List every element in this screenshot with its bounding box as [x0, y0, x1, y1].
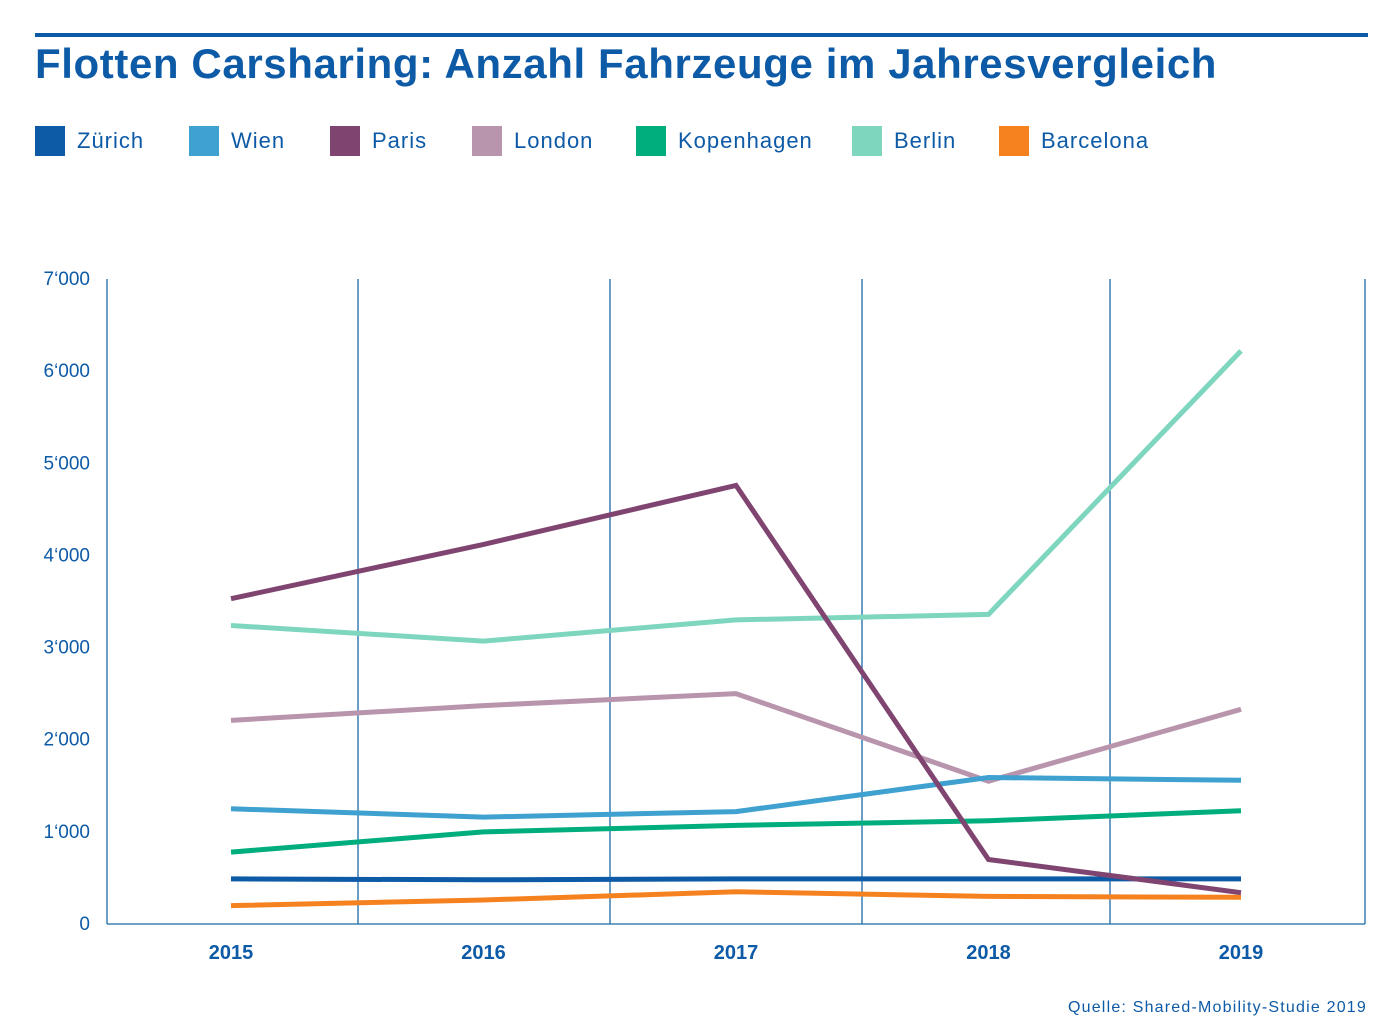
x-tick-label-2017: 2017 [714, 942, 759, 964]
source-note: Quelle: Shared-Mobility-Studie 2019 [1067, 999, 1367, 1016]
y-axis-tick-labels: 0 1‘000 2‘000 3‘000 4‘000 5‘000 6‘000 7‘000 [44, 269, 91, 935]
series-line-london [230, 691, 1242, 784]
y-tick-label-3000: 3‘000 [44, 638, 91, 659]
title-rule [35, 33, 1368, 37]
y-tick-label-6000: 6‘000 [44, 361, 91, 382]
x-tick-label-2015: 2015 [209, 942, 254, 964]
legend-label-kopenhagen: Kopenhagen [678, 128, 813, 153]
legend-swatch-wien [189, 126, 219, 156]
legend-label-zurich: Zürich [77, 128, 145, 153]
series-line-wien [230, 774, 1242, 820]
legend-label-wien: Wien [231, 128, 286, 153]
y-tick-label-1000: 1‘000 [44, 822, 91, 843]
legend-label-berlin: Berlin [894, 128, 957, 153]
y-tick-label-5000: 5‘000 [44, 453, 91, 474]
legend-label-barcelona: Barcelona [1041, 128, 1150, 153]
series-line-zurich [230, 876, 1241, 883]
x-axis-tick-labels: 2015 2016 2017 2018 2019 [209, 942, 1264, 964]
series-line-kopenhagen [230, 808, 1242, 855]
legend-label-london: London [514, 128, 594, 153]
series-lines [230, 349, 1243, 909]
legend-label-paris: Paris [372, 128, 428, 153]
legend-swatch-paris [330, 126, 360, 156]
y-tick-label-7000: 7‘000 [44, 269, 91, 290]
x-tick-label-2016: 2016 [461, 942, 506, 964]
y-tick-label-2000: 2‘000 [44, 730, 91, 751]
y-tick-label-4000: 4‘000 [44, 545, 91, 566]
x-tick-label-2018: 2018 [966, 942, 1011, 964]
legend-swatch-barcelona [999, 126, 1029, 156]
legend-swatch-london [472, 126, 502, 156]
y-tick-label-0: 0 [79, 914, 90, 935]
legend-swatch-zurich [35, 126, 65, 156]
chart-title: Flotten Carsharing: Anzahl Fahrzeuge im … [35, 40, 1218, 87]
series-line-barcelona [230, 889, 1242, 909]
series-line-paris [230, 482, 1242, 896]
grid-lines [106, 279, 1366, 925]
x-tick-label-2019: 2019 [1219, 942, 1264, 964]
series-line-berlin [230, 349, 1243, 644]
legend-swatch-berlin [852, 126, 882, 156]
legend-swatch-kopenhagen [636, 126, 666, 156]
